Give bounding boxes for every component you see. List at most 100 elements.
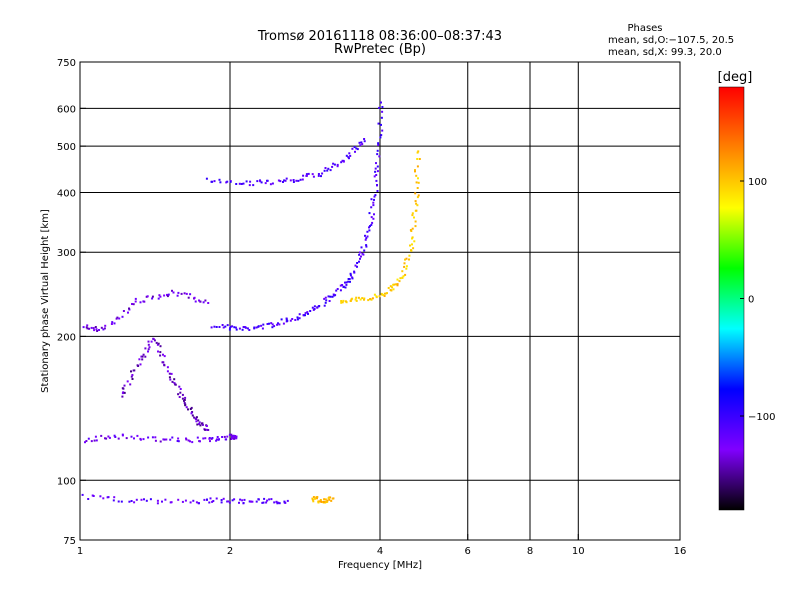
data-point-f2-trace-x-mode	[414, 170, 416, 173]
data-point-f2-trace-o-mode	[374, 194, 377, 197]
data-point-f1-cusp	[143, 300, 146, 303]
data-point-f2-trace-o-mode	[271, 326, 274, 329]
data-point-e-layer-trace	[114, 436, 117, 438]
data-point-f2-trace-o-mode	[378, 106, 381, 109]
data-point-oblique-spread	[166, 366, 169, 369]
data-point-es-x-mode-trace	[326, 499, 329, 502]
data-point-f2-trace-o-mode	[235, 328, 238, 331]
data-point-upper-f-trace	[299, 178, 302, 181]
data-point-f2-trace-x-mode	[381, 293, 383, 296]
data-point-es-trace	[143, 498, 145, 501]
data-point-es-trace	[87, 498, 90, 500]
data-point-es-x-mode-trace	[329, 496, 332, 499]
data-point-f2-trace-o-mode	[345, 281, 348, 284]
data-point-f2-trace-o-mode	[372, 217, 375, 220]
data-point-upper-f-trace	[256, 180, 259, 183]
data-point-f2-trace-o-mode	[248, 329, 251, 331]
data-point-f2-trace-o-mode	[244, 326, 247, 329]
data-point-oblique-spread	[163, 355, 166, 358]
data-point-f2-trace-o-mode	[376, 184, 378, 186]
data-point-f2-trace-x-mode	[393, 283, 396, 286]
data-point-upper-f-trace	[341, 159, 344, 162]
data-point-es-x-mode-trace	[317, 501, 320, 504]
data-point-e-layer-trace	[100, 434, 103, 437]
data-point-upper-f-trace	[333, 163, 336, 166]
y-tick-label: 500	[57, 142, 76, 153]
data-point-f2-trace-x-mode	[373, 293, 376, 296]
data-point-upper-f-trace	[331, 165, 334, 168]
data-point-oblique-spread	[179, 391, 182, 394]
data-point-f2-trace-o-mode	[362, 253, 365, 256]
data-point-f2-trace-x-mode	[417, 194, 420, 197]
data-point-f1-cusp	[157, 297, 160, 300]
data-point-f2-trace-x-mode	[361, 297, 364, 300]
data-point-f2-trace-x-mode	[416, 158, 419, 160]
data-point-e-layer-trace	[211, 437, 214, 439]
chart-title: Tromsø 20161118 08:36:00–08:37:43	[257, 29, 502, 44]
data-point-f2-trace-o-mode	[372, 201, 375, 204]
data-point-f1-cusp	[132, 303, 135, 306]
data-point-f2-trace-o-mode	[311, 306, 314, 309]
data-point-f2-trace-o-mode	[325, 299, 328, 302]
data-point-es-trace	[215, 497, 218, 500]
data-point-e-layer-trace	[235, 437, 238, 440]
data-point-es-trace	[266, 499, 269, 502]
data-point-f2-trace-o-mode	[228, 328, 231, 331]
data-point-es-trace	[222, 497, 225, 500]
data-point-oblique-spread	[168, 376, 171, 379]
data-point-oblique-spread	[131, 374, 134, 376]
data-point-upper-f-trace	[249, 180, 252, 183]
data-point-upper-f-trace	[279, 180, 282, 183]
data-point-oblique-spread	[163, 364, 166, 367]
data-point-f2-trace-o-mode	[231, 325, 234, 328]
data-point-oblique-spread	[177, 393, 180, 396]
data-point-upper-f-trace	[283, 179, 286, 182]
data-point-f2-trace-x-mode	[399, 277, 402, 280]
data-point-e-layer-trace	[231, 437, 234, 440]
data-point-f2-trace-x-mode	[403, 262, 406, 265]
data-point-f2-trace-o-mode	[375, 179, 378, 182]
data-point-e-layer-trace	[94, 435, 97, 438]
data-point-f2-trace-o-mode	[270, 322, 273, 325]
data-point-oblique-spread	[144, 347, 147, 350]
data-point-f2-trace-x-mode	[415, 202, 418, 205]
data-point-f2-trace-o-mode	[271, 323, 274, 326]
data-point-e-layer-trace	[202, 437, 205, 440]
data-point-f2-trace-o-mode	[380, 123, 382, 126]
data-point-es-trace	[262, 501, 265, 504]
data-point-f2-trace-x-mode	[415, 181, 418, 184]
data-point-e-layer-trace	[187, 439, 190, 442]
data-point-e-layer-trace	[221, 436, 224, 438]
data-point-es-trace	[261, 501, 264, 504]
data-point-oblique-spread	[155, 341, 158, 344]
data-point-f2-trace-x-mode	[396, 278, 399, 281]
data-point-upper-f-trace	[345, 154, 348, 157]
data-point-e-layer-trace	[93, 439, 96, 442]
data-point-oblique-spread	[170, 372, 173, 375]
data-point-es-trace	[268, 498, 271, 501]
data-point-f2-trace-x-mode	[413, 216, 415, 219]
data-point-upper-f-trace	[311, 173, 314, 176]
y-tick-label: 100	[57, 476, 76, 487]
data-point-es-trace	[239, 498, 242, 501]
data-point-oblique-spread	[147, 343, 150, 346]
data-point-oblique-spread	[173, 378, 176, 381]
data-point-upper-f-trace	[327, 167, 330, 170]
legend-title: Phases	[627, 23, 662, 34]
data-point-es-trace	[241, 499, 244, 502]
data-point-upper-f-trace	[363, 140, 366, 143]
data-point-f2-trace-o-mode	[304, 314, 306, 317]
data-point-e-layer-trace	[105, 437, 108, 440]
data-point-f2-trace-o-mode	[365, 237, 368, 240]
data-point-e-layer-trace	[204, 437, 207, 440]
data-point-upper-f-trace	[312, 175, 315, 178]
data-point-es-trace	[130, 500, 133, 502]
data-point-es-x-mode-trace	[316, 497, 318, 500]
data-point-f2-trace-o-mode	[324, 296, 327, 299]
data-point-f1-cusp	[90, 326, 93, 329]
data-point-oblique-spread	[181, 393, 184, 396]
data-point-oblique-spread	[205, 425, 208, 427]
data-point-oblique-spread	[199, 424, 202, 427]
data-point-oblique-spread	[184, 403, 187, 406]
data-point-f1-cusp	[122, 310, 125, 312]
